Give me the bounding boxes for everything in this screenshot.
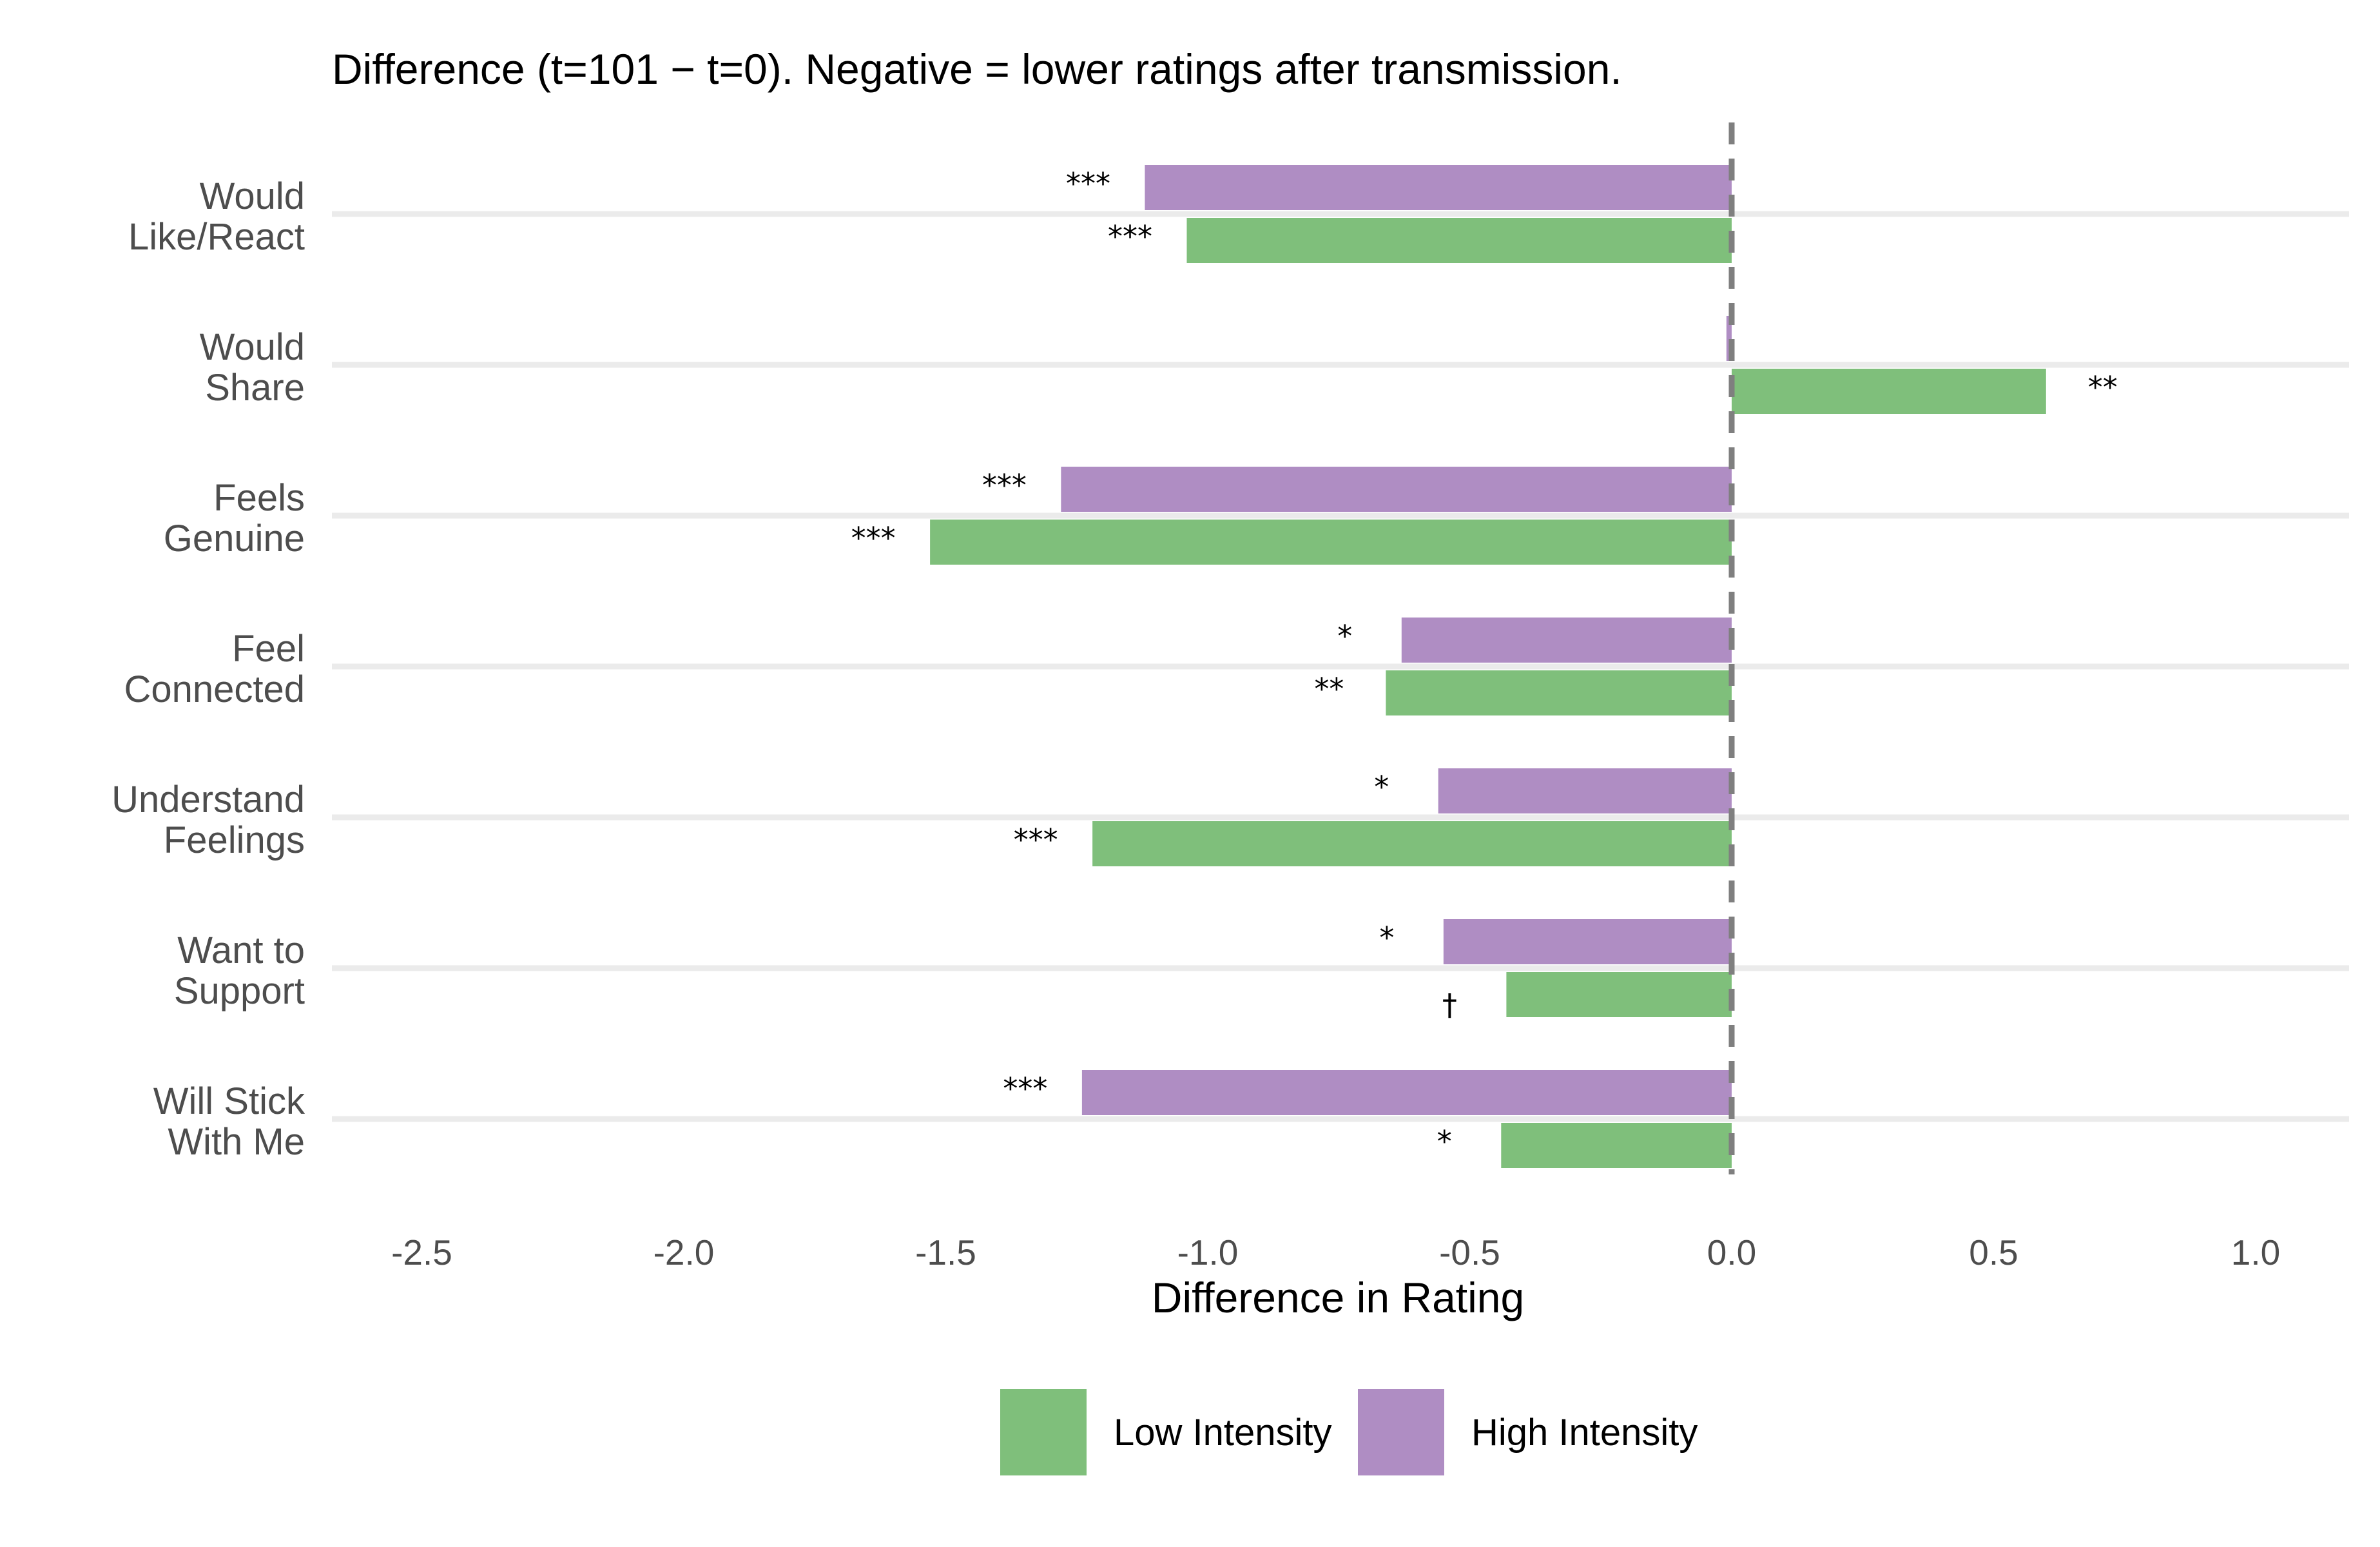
- category-label-line: Want to: [177, 929, 305, 971]
- category-label: Understand Feelings: [111, 779, 305, 861]
- significance-label: ***: [982, 468, 1027, 503]
- category-label: Will Stick With Me: [153, 1080, 305, 1163]
- x-tick-labels: -2.5 -2.0 -1.5 -1.0 -0.5 0.0 0.5 1.0: [391, 1232, 2280, 1272]
- bar-high-intensity: [1061, 467, 1732, 512]
- x-tick-label: -1.0: [1177, 1232, 1239, 1272]
- x-tick-label: -2.5: [391, 1232, 452, 1272]
- category-label: Want to Support: [174, 929, 305, 1012]
- legend-label: High Intensity: [1471, 1412, 1698, 1454]
- category-label-line: Share: [205, 367, 305, 409]
- category-label-line: Support: [174, 970, 305, 1012]
- legend-key: [1358, 1389, 1444, 1475]
- category-label-line: Genuine: [164, 518, 305, 559]
- significance-label: **: [2088, 370, 2118, 405]
- gridlines: [332, 211, 2349, 1122]
- x-tick-label: -1.5: [915, 1232, 976, 1272]
- legend: Low Intensity High Intensity: [1000, 1389, 1698, 1475]
- category-label-line: With Me: [168, 1121, 305, 1163]
- category-label-line: Will Stick: [153, 1080, 305, 1122]
- bar-high-intensity: [1726, 316, 1732, 361]
- chart-title: Difference (t=101 − t=0). Negative = low…: [332, 45, 1622, 93]
- significance-label: *: [1437, 1124, 1452, 1159]
- legend-key: [1000, 1389, 1087, 1475]
- category-label: Feels Genuine: [164, 477, 305, 559]
- significance-label: ***: [1003, 1071, 1047, 1106]
- category-label-line: Understand: [111, 779, 305, 821]
- bar-low-intensity: [1506, 972, 1732, 1017]
- x-tick-label: -2.0: [653, 1232, 715, 1272]
- bars: [930, 165, 2046, 1168]
- category-label: Would Like/React: [128, 175, 305, 258]
- category-label: Feel Connected: [124, 628, 305, 710]
- bar-low-intensity: [1732, 369, 2046, 414]
- significance-label: †: [1442, 988, 1457, 1022]
- bar-low-intensity: [930, 520, 1732, 565]
- x-tick-label: 0.0: [1707, 1232, 1756, 1272]
- significance-label: ***: [851, 521, 896, 556]
- significance-labels: **********************†****: [851, 166, 2118, 1159]
- category-label-line: Feel: [232, 628, 305, 670]
- bar-low-intensity: [1186, 218, 1732, 263]
- category-label: Would Share: [200, 326, 305, 409]
- category-label-line: Connected: [124, 668, 305, 710]
- significance-label: *: [1337, 619, 1352, 654]
- bar-low-intensity: [1092, 821, 1732, 866]
- category-label-line: Feelings: [164, 819, 305, 861]
- significance-label: ***: [1066, 166, 1110, 201]
- category-label-line: Feels: [213, 477, 305, 519]
- significance-label: *: [1374, 770, 1389, 804]
- bar-high-intensity: [1438, 768, 1732, 813]
- bar-high-intensity: [1443, 919, 1732, 964]
- significance-label: ***: [1014, 822, 1058, 857]
- significance-label: **: [1314, 672, 1344, 706]
- x-axis-title: Difference in Rating: [1152, 1274, 1524, 1321]
- legend-label: Low Intensity: [1114, 1412, 1332, 1454]
- bar-high-intensity: [1401, 618, 1732, 663]
- x-tick-label: 0.5: [1969, 1232, 2018, 1272]
- bar-high-intensity: [1081, 1070, 1732, 1115]
- bar-low-intensity: [1501, 1123, 1732, 1168]
- significance-label: ***: [1108, 219, 1152, 254]
- category-label-line: Like/React: [128, 216, 305, 258]
- bar-low-intensity: [1386, 670, 1732, 715]
- x-tick-label: 1.0: [2231, 1232, 2280, 1272]
- x-tick-label: -0.5: [1439, 1232, 1500, 1272]
- significance-label: *: [1379, 920, 1394, 955]
- bar-high-intensity: [1145, 165, 1732, 210]
- category-label-line: Would: [200, 175, 305, 217]
- category-label-line: Would: [200, 326, 305, 368]
